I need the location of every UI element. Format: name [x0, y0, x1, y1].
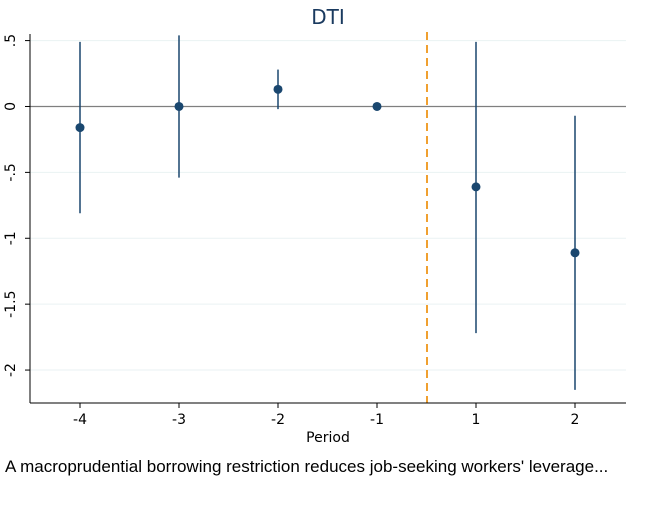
data-point	[75, 123, 85, 133]
y-tick-label: 0	[3, 102, 19, 111]
data-point	[570, 248, 580, 258]
x-tick-label: -1	[370, 412, 384, 428]
x-axis-label: Period	[306, 430, 350, 446]
x-tick-label: -2	[271, 412, 285, 428]
caption: A macroprudential borrowing restriction …	[5, 457, 609, 476]
y-tick-label: -2	[3, 363, 19, 377]
chart: .5 0 -.5 -1 -1.5 -2 -4 -3 -2 -1 1 2 Period DTI	[3, 5, 626, 446]
x-tick-label: 1	[472, 412, 481, 428]
x-tick-label: -3	[172, 412, 186, 428]
data-point	[471, 182, 481, 192]
y-tick-label: -.5	[3, 163, 19, 181]
x-tick-label: -4	[73, 412, 87, 428]
data-point	[273, 84, 283, 94]
data-point	[174, 101, 184, 111]
y-tick-label: .5	[3, 34, 19, 47]
y-tick-label: -1.5	[3, 290, 19, 317]
x-tick-label: 2	[571, 412, 580, 428]
y-tick-label: -1	[3, 231, 19, 245]
data-point	[372, 101, 382, 111]
chart-title: DTI	[311, 5, 345, 29]
